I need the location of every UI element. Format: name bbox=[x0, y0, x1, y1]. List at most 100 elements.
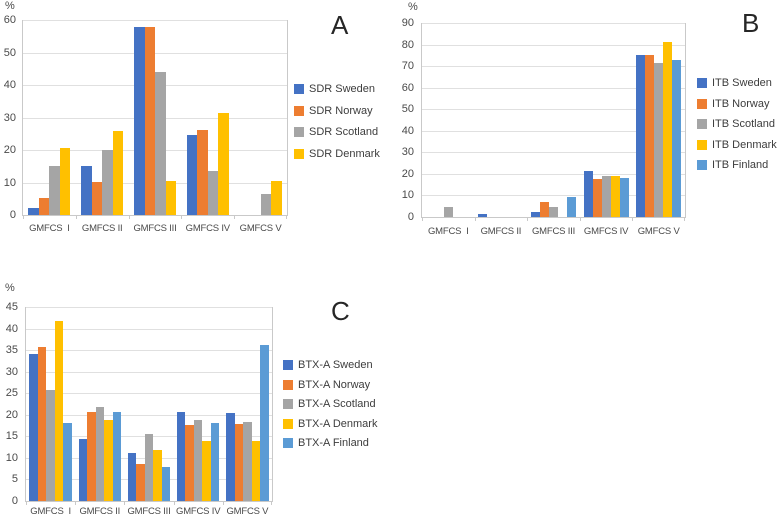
gridline bbox=[23, 20, 287, 21]
bar bbox=[136, 463, 145, 501]
y-axis-tick-label: 0 bbox=[11, 495, 18, 507]
x-axis-category-label: GMFCS II bbox=[480, 226, 522, 237]
x-axis-category-label: GMFCS III bbox=[531, 226, 576, 237]
legend-swatch-orange bbox=[283, 379, 293, 390]
legend-label: SDR Sweden bbox=[309, 83, 376, 95]
gridline bbox=[422, 23, 685, 24]
bar bbox=[46, 390, 55, 501]
legend-swatch-light_blue bbox=[283, 438, 293, 449]
plot-area bbox=[421, 23, 686, 221]
y-axis-tick-label: 60 bbox=[401, 81, 414, 94]
category-tick bbox=[422, 217, 423, 221]
bar bbox=[153, 449, 162, 501]
gridline bbox=[26, 393, 272, 395]
bar bbox=[54, 320, 64, 501]
category-tick bbox=[286, 215, 287, 219]
legend-item: BTX-A Sweden bbox=[283, 358, 373, 372]
bar bbox=[531, 211, 540, 217]
bar bbox=[49, 166, 60, 215]
y-axis-tick-label: 5 bbox=[11, 473, 18, 486]
legend-swatch-blue bbox=[294, 84, 304, 94]
y-axis-tick-label: 30 bbox=[5, 365, 18, 378]
x-axis-category-label: GMFCS III bbox=[133, 223, 177, 234]
bar bbox=[127, 452, 137, 501]
y-axis-tick-label: 90 bbox=[401, 17, 414, 29]
bar bbox=[185, 425, 194, 501]
x-axis-category-label: GMFCS V bbox=[637, 226, 680, 237]
y-axis-unit-label: % bbox=[408, 1, 418, 13]
plot-area bbox=[25, 307, 273, 505]
bar bbox=[91, 181, 103, 215]
y-axis-tick-label: 10 bbox=[5, 451, 18, 464]
bar bbox=[636, 54, 646, 217]
category-tick bbox=[234, 215, 235, 219]
legend-item: SDR Scotland bbox=[294, 125, 378, 139]
bar bbox=[186, 135, 198, 215]
bar bbox=[155, 72, 166, 215]
x-axis-category-label: GMFCS I bbox=[29, 223, 70, 234]
bar bbox=[251, 441, 261, 501]
gridline bbox=[422, 44, 685, 46]
category-tick bbox=[580, 217, 581, 221]
legend-item: SDR Denmark bbox=[294, 147, 380, 161]
bar bbox=[601, 175, 611, 217]
legend-item: SDR Norway bbox=[294, 104, 373, 118]
y-axis-unit-label: % bbox=[5, 282, 15, 294]
bar bbox=[443, 206, 453, 217]
y-axis-tick-label: 60 bbox=[3, 14, 16, 26]
category-tick bbox=[174, 501, 175, 505]
bar bbox=[654, 63, 664, 217]
x-axis-category-label: GMFCS II bbox=[79, 506, 121, 517]
category-tick bbox=[223, 501, 224, 505]
y-axis-tick-label: 50 bbox=[3, 46, 16, 59]
bar bbox=[210, 422, 220, 501]
gridline bbox=[422, 66, 685, 68]
gridline bbox=[26, 328, 272, 330]
x-axis-category-label: GMFCS II bbox=[81, 223, 123, 234]
x-axis-category-label: GMFCS III bbox=[127, 506, 171, 517]
bar bbox=[610, 176, 620, 217]
bar bbox=[193, 419, 203, 501]
legend-item: BTX-A Denmark bbox=[283, 417, 377, 431]
gridline bbox=[422, 87, 685, 89]
panel-letter-c: C bbox=[331, 296, 350, 326]
y-axis-tick-label: 30 bbox=[3, 111, 16, 124]
chart-panel-c: % C BTX-A Sweden BTX-A Norway BTX-A Scotla… bbox=[0, 270, 390, 521]
plot-area bbox=[22, 20, 288, 219]
y-axis-tick-label: 10 bbox=[401, 189, 414, 202]
gridline bbox=[422, 195, 685, 197]
bar bbox=[197, 129, 208, 215]
gridline bbox=[23, 52, 287, 54]
legend-item: ITB Norway bbox=[697, 97, 769, 111]
legend-item: ITB Finland bbox=[697, 158, 768, 172]
legend-swatch-light_blue bbox=[697, 160, 707, 170]
category-tick bbox=[26, 501, 27, 505]
bar bbox=[176, 411, 186, 501]
panel-letter-a: A bbox=[331, 10, 349, 40]
x-axis-category-label: GMFCS IV bbox=[583, 226, 629, 237]
legend-item: ITB Scotland bbox=[697, 117, 775, 131]
category-tick bbox=[527, 217, 528, 221]
bar bbox=[549, 206, 558, 217]
legend-swatch-orange bbox=[294, 105, 304, 116]
legend-swatch-blue bbox=[283, 360, 293, 370]
bar bbox=[207, 171, 219, 215]
y-axis-tick-label: 10 bbox=[3, 176, 16, 189]
bar bbox=[78, 439, 88, 501]
legend-swatch-yellow bbox=[283, 418, 293, 429]
y-axis-tick-label: 20 bbox=[401, 167, 414, 180]
legend-swatch-gray bbox=[697, 119, 707, 129]
legend-swatch-orange bbox=[697, 98, 707, 109]
y-axis-tick-label: 40 bbox=[5, 322, 18, 335]
gridline bbox=[422, 173, 685, 175]
bar bbox=[645, 54, 655, 217]
category-tick bbox=[23, 215, 24, 219]
gridline bbox=[26, 350, 272, 352]
bar bbox=[28, 208, 39, 215]
y-axis-tick-label: 40 bbox=[3, 79, 16, 91]
category-tick bbox=[75, 501, 76, 505]
legend-swatch-gray bbox=[294, 127, 304, 138]
y-axis-tick-label: 0 bbox=[407, 211, 414, 223]
category-tick bbox=[475, 217, 476, 221]
